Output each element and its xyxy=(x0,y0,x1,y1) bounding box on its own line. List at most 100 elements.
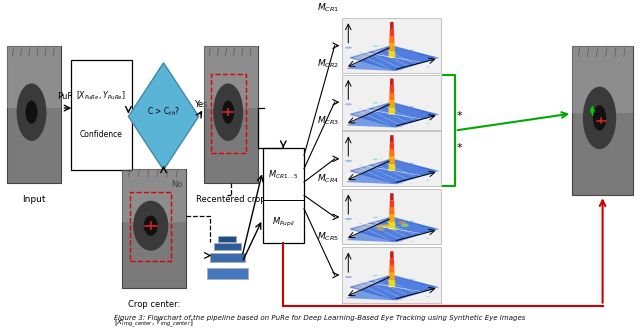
Ellipse shape xyxy=(411,126,413,127)
Ellipse shape xyxy=(359,281,362,282)
Polygon shape xyxy=(350,46,435,70)
Ellipse shape xyxy=(371,283,376,284)
Polygon shape xyxy=(350,275,435,299)
Bar xyxy=(342,18,442,73)
Ellipse shape xyxy=(380,102,382,103)
Ellipse shape xyxy=(213,83,243,141)
Polygon shape xyxy=(390,86,394,93)
Ellipse shape xyxy=(380,172,385,174)
Text: Recentered crop: Recentered crop xyxy=(196,195,266,204)
Ellipse shape xyxy=(410,106,414,107)
Ellipse shape xyxy=(345,103,352,105)
Ellipse shape xyxy=(386,240,387,241)
Ellipse shape xyxy=(593,105,606,131)
Bar xyxy=(218,236,236,241)
Polygon shape xyxy=(388,222,396,229)
Polygon shape xyxy=(388,51,396,58)
Ellipse shape xyxy=(144,215,158,236)
Polygon shape xyxy=(390,200,394,208)
Ellipse shape xyxy=(371,53,376,54)
Text: *: * xyxy=(457,143,463,153)
Ellipse shape xyxy=(359,165,362,166)
Ellipse shape xyxy=(377,227,385,231)
Ellipse shape xyxy=(390,227,399,230)
Ellipse shape xyxy=(399,299,403,300)
Polygon shape xyxy=(350,217,435,241)
Polygon shape xyxy=(389,149,394,157)
Ellipse shape xyxy=(390,114,397,116)
Text: *: * xyxy=(457,111,463,121)
Polygon shape xyxy=(388,215,395,222)
Ellipse shape xyxy=(390,229,397,231)
Text: Yes: Yes xyxy=(195,100,208,109)
Ellipse shape xyxy=(399,69,403,70)
Bar xyxy=(342,190,442,244)
Polygon shape xyxy=(129,63,198,170)
Text: Confidence: Confidence xyxy=(80,130,123,139)
Polygon shape xyxy=(390,22,394,29)
Ellipse shape xyxy=(387,220,396,223)
Text: No: No xyxy=(172,180,182,190)
Ellipse shape xyxy=(426,238,429,239)
Polygon shape xyxy=(390,193,394,200)
Polygon shape xyxy=(350,159,435,183)
Ellipse shape xyxy=(410,163,414,164)
Polygon shape xyxy=(390,29,394,36)
Bar xyxy=(342,131,442,187)
Ellipse shape xyxy=(17,83,47,141)
Bar xyxy=(7,46,61,108)
Ellipse shape xyxy=(420,168,425,169)
Polygon shape xyxy=(389,208,394,215)
Polygon shape xyxy=(390,142,394,149)
Ellipse shape xyxy=(359,108,362,109)
Bar xyxy=(122,168,186,288)
Ellipse shape xyxy=(411,299,413,300)
Ellipse shape xyxy=(583,87,616,149)
Ellipse shape xyxy=(372,275,378,276)
Ellipse shape xyxy=(420,111,425,113)
Bar xyxy=(572,46,633,114)
Text: Input: Input xyxy=(22,195,46,204)
Text: [$X_{img\_center}$, $Y_{img\_center}$]: [$X_{img\_center}$, $Y_{img\_center}$] xyxy=(114,317,194,329)
Ellipse shape xyxy=(401,224,409,227)
Ellipse shape xyxy=(420,226,425,227)
Polygon shape xyxy=(346,275,440,300)
Text: $M_{CR4}$: $M_{CR4}$ xyxy=(317,172,339,185)
FancyBboxPatch shape xyxy=(71,60,132,170)
Ellipse shape xyxy=(359,223,362,224)
Polygon shape xyxy=(346,102,440,128)
Ellipse shape xyxy=(345,218,352,220)
Ellipse shape xyxy=(398,221,406,224)
Ellipse shape xyxy=(345,47,352,49)
Polygon shape xyxy=(390,79,394,86)
Ellipse shape xyxy=(399,58,404,59)
Bar xyxy=(204,46,258,108)
Text: $M_{CR1}$: $M_{CR1}$ xyxy=(317,1,339,13)
Polygon shape xyxy=(389,36,394,43)
Ellipse shape xyxy=(380,116,385,117)
Ellipse shape xyxy=(350,57,354,58)
Ellipse shape xyxy=(399,126,403,127)
Ellipse shape xyxy=(380,59,385,61)
Bar xyxy=(207,268,248,279)
Ellipse shape xyxy=(591,107,594,114)
Ellipse shape xyxy=(390,287,397,289)
Ellipse shape xyxy=(369,164,374,166)
Ellipse shape xyxy=(369,281,374,283)
Bar xyxy=(7,46,61,184)
Ellipse shape xyxy=(383,225,390,228)
Bar xyxy=(211,74,246,153)
Ellipse shape xyxy=(345,276,352,278)
Ellipse shape xyxy=(399,287,404,288)
Ellipse shape xyxy=(380,45,382,46)
Text: $M_{CR2}$: $M_{CR2}$ xyxy=(317,58,339,70)
Polygon shape xyxy=(388,273,395,280)
Polygon shape xyxy=(388,107,396,114)
Polygon shape xyxy=(390,251,394,259)
Ellipse shape xyxy=(371,224,376,226)
Ellipse shape xyxy=(410,279,414,280)
Ellipse shape xyxy=(410,221,414,222)
Ellipse shape xyxy=(133,201,168,251)
Ellipse shape xyxy=(369,51,374,53)
Ellipse shape xyxy=(426,296,429,297)
